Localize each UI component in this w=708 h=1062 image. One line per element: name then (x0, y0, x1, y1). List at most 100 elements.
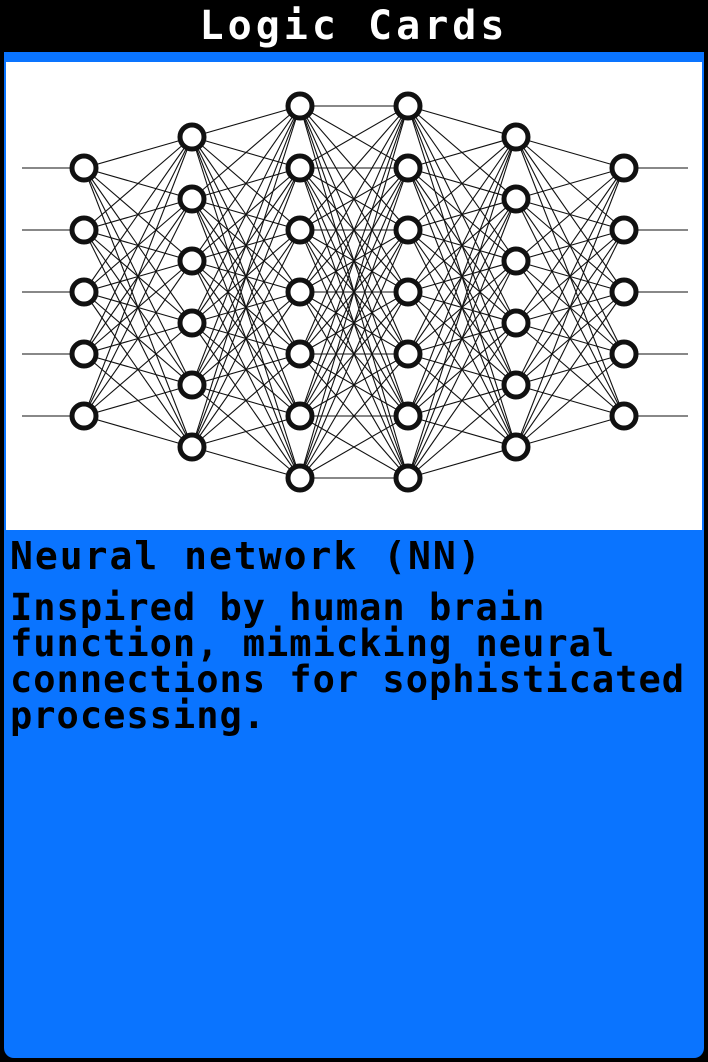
neuron-node-layer-4 (393, 401, 423, 431)
neuron-node-layer-4 (393, 277, 423, 307)
neural-network-diagram-icon (22, 91, 688, 493)
connection-line (83, 384, 193, 417)
card-description: Inspired by human brain function, mimick… (10, 586, 686, 737)
connection-line (83, 415, 193, 448)
connection-line (407, 136, 517, 355)
connection-line (191, 353, 301, 448)
neuron-node-layer-5 (501, 246, 531, 276)
connection-line (191, 446, 301, 479)
connection-line (191, 105, 301, 386)
connection-line (407, 105, 517, 138)
neuron-node-layer-5 (501, 184, 531, 214)
connection-line (191, 105, 301, 448)
connection-line (83, 136, 193, 169)
neuron-node-layer-3 (285, 339, 315, 369)
neuron-node-layer-2 (177, 370, 207, 400)
neuron-node-layer-6 (609, 339, 639, 369)
neuron-node-layer-6 (609, 401, 639, 431)
neuron-node-layer-5 (501, 370, 531, 400)
neuron-node-layer-2 (177, 122, 207, 152)
card-header: Logic Cards (0, 0, 708, 52)
connection-line (191, 105, 301, 138)
connection-line (299, 105, 409, 231)
connection-line (515, 136, 625, 169)
connection-line (191, 229, 301, 448)
connection-line (515, 415, 625, 448)
connection-line (299, 105, 409, 293)
neuron-node-layer-2 (177, 184, 207, 214)
connection-line (515, 229, 625, 448)
neuron-node-layer-3 (285, 401, 315, 431)
connection-line (83, 136, 193, 355)
connection-line (299, 229, 409, 479)
neuron-node-layer-6 (609, 153, 639, 183)
connection-line (407, 198, 517, 479)
connection-line (191, 105, 301, 324)
neuron-node-layer-3 (285, 277, 315, 307)
connection-line (407, 322, 517, 479)
connection-line (515, 167, 625, 448)
connection-line (515, 167, 625, 324)
connection-line (191, 105, 301, 200)
connection-line (299, 353, 409, 479)
neuron-node-layer-1 (69, 153, 99, 183)
neuron-node-layer-5 (501, 308, 531, 338)
neuron-node-layer-3 (285, 215, 315, 245)
connection-line (407, 446, 517, 479)
connection-line (83, 136, 193, 417)
connection-line (191, 105, 301, 262)
neuron-node-layer-1 (69, 277, 99, 307)
connection-line (83, 136, 193, 231)
connection-line (407, 136, 517, 479)
neuron-node-layer-1 (69, 401, 99, 431)
neuron-node-layer-4 (393, 215, 423, 245)
connection-line (299, 105, 409, 169)
connection-line (299, 105, 409, 355)
connection-line (83, 260, 193, 417)
connection-line (407, 260, 517, 479)
card-body: Neural network (NN) Inspired by human br… (4, 52, 704, 1058)
connection-line (191, 167, 301, 448)
connection-line (407, 136, 517, 417)
card-title: Neural network (NN) (10, 534, 483, 578)
connection-line (407, 136, 517, 293)
illustration-panel (6, 62, 702, 530)
network-nodes (69, 91, 639, 493)
connection-line (299, 105, 409, 479)
neuron-node-layer-6 (609, 215, 639, 245)
connection-line (83, 322, 193, 417)
neuron-node-layer-1 (69, 215, 99, 245)
connection-line (515, 291, 625, 448)
neuron-node-layer-3 (285, 153, 315, 183)
neuron-node-layer-3 (285, 91, 315, 121)
connection-line (83, 198, 193, 417)
neuron-node-layer-4 (393, 91, 423, 121)
neuron-node-layer-5 (501, 432, 531, 462)
connection-line (515, 353, 625, 448)
connection-line (515, 167, 625, 386)
neuron-node-layer-4 (393, 153, 423, 183)
connection-line (299, 291, 409, 479)
neuron-node-layer-2 (177, 432, 207, 462)
connection-line (191, 415, 301, 448)
neuron-node-layer-2 (177, 246, 207, 276)
connection-line (83, 136, 193, 293)
connection-line (407, 384, 517, 479)
connection-line (515, 167, 625, 200)
connection-line (407, 136, 517, 169)
neuron-node-layer-6 (609, 277, 639, 307)
connection-line (515, 167, 625, 262)
neuron-node-layer-2 (177, 308, 207, 338)
connection-line (299, 415, 409, 479)
neuron-node-layer-5 (501, 122, 531, 152)
connection-line (407, 136, 517, 231)
connection-line (191, 291, 301, 448)
header-title: Logic Cards (199, 3, 509, 49)
neuron-node-layer-4 (393, 339, 423, 369)
neuron-node-layer-4 (393, 463, 423, 493)
neuron-node-layer-3 (285, 463, 315, 493)
network-connections (22, 105, 688, 479)
connection-line (299, 167, 409, 479)
connection-line (299, 105, 409, 417)
